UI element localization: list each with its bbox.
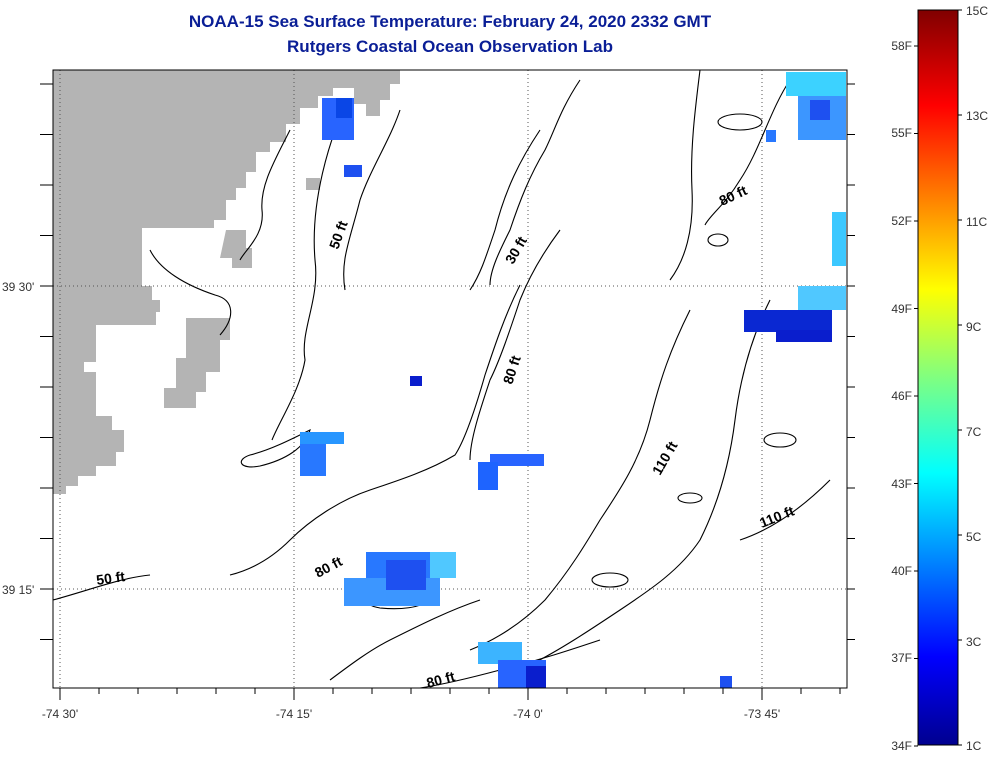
colorbar-label-f: 55F: [891, 126, 912, 140]
colorbar-fahrenheit-labels: 58F 55F 52F 49F 46F 43F 40F 37F 34F: [891, 39, 912, 753]
graticule: [53, 70, 847, 688]
land-mass: [53, 70, 333, 494]
colorbar-label-c: 1C: [966, 739, 982, 753]
x-axis-labels: -74 30' -74 15' -74 0' -73 45': [42, 707, 780, 721]
colorbar-label-c: 11C: [966, 215, 987, 229]
colorbar-label-c: 9C: [966, 320, 982, 334]
y-tick-label: 39 15': [2, 583, 34, 597]
colorbar: [917, 9, 959, 746]
land-patch: [333, 70, 400, 116]
colorbar-label-f: 34F: [891, 739, 912, 753]
y-tick-label: 39 30': [2, 280, 34, 294]
contour-label: 80 ft: [425, 668, 457, 691]
colorbar-celsius-labels: 15C 13C 11C 9C 7C 5C 3C 1C: [966, 4, 988, 753]
colorbar-label-f: 49F: [891, 302, 912, 316]
map-title: NOAA-15 Sea Surface Temperature: Februar…: [188, 12, 712, 31]
colorbar-label-c: 3C: [966, 635, 982, 649]
x-tick-label: -74 15': [276, 707, 312, 721]
map-subtitle: Rutgers Coastal Ocean Observation Lab: [287, 37, 613, 56]
sst-pixels: [300, 72, 846, 688]
land-patch: [164, 318, 230, 408]
land-patch: [220, 230, 252, 268]
depth-contours: [53, 70, 831, 688]
colorbar-label-f: 37F: [891, 651, 912, 665]
y-axis-labels: 39 30' 39 15': [2, 280, 34, 597]
x-tick-label: -74 0': [513, 707, 543, 721]
colorbar-label-f: 46F: [891, 389, 912, 403]
colorbar-ticks: [914, 9, 962, 747]
colorbar-label-f: 43F: [891, 477, 912, 491]
colorbar-label-f: 52F: [891, 214, 912, 228]
x-tick-label: -73 45': [744, 707, 780, 721]
axis-ticks: [40, 83, 855, 700]
colorbar-label-c: 13C: [966, 109, 988, 123]
colorbar-label-c: 7C: [966, 425, 982, 439]
colorbar-label-c: 15C: [966, 4, 988, 18]
colorbar-label-f: 58F: [891, 39, 912, 53]
land-patch: [306, 178, 320, 190]
contour-label: 50 ft: [95, 568, 126, 588]
colorbar-label-f: 40F: [891, 564, 912, 578]
x-tick-label: -74 30': [42, 707, 78, 721]
colorbar-label-c: 5C: [966, 530, 982, 544]
